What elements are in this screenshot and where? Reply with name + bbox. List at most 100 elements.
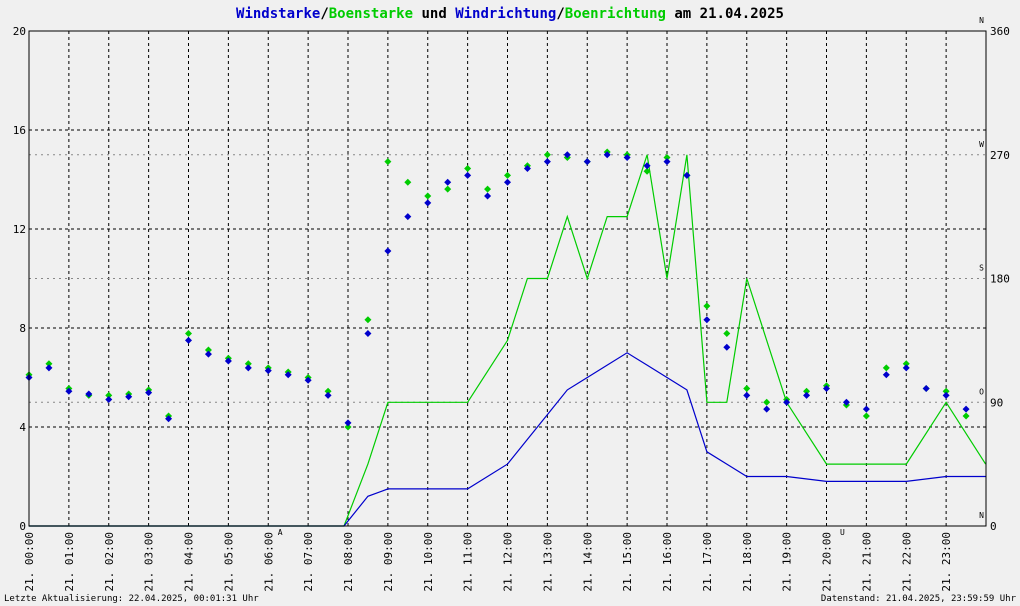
point-windrichtung [643, 162, 651, 170]
point-windrichtung [424, 199, 432, 207]
point-windrichtung [464, 171, 472, 179]
direction-letter: N [979, 511, 984, 520]
point-windrichtung [45, 364, 53, 372]
point-boenrichtung [803, 387, 811, 395]
point-windrichtung [823, 385, 830, 392]
title-part-2: Boenstarke [329, 6, 413, 22]
point-boenrichtung [902, 360, 910, 368]
point-boenrichtung [464, 165, 472, 172]
point-windrichtung [603, 151, 611, 159]
x-tick-label: 21. 09:00 [382, 532, 395, 592]
x-tick-label: 21. 08:00 [342, 532, 355, 592]
y-right-tick-label: 0 [990, 520, 997, 533]
point-windrichtung [962, 405, 970, 413]
point-boenrichtung [543, 151, 551, 159]
title-part-4: Windrichtung [455, 6, 556, 22]
point-boenrichtung [643, 167, 651, 175]
point-windrichtung [563, 151, 571, 159]
point-boenrichtung [942, 387, 950, 395]
point-windrichtung [105, 396, 113, 403]
point-windrichtung [902, 364, 910, 372]
point-boenrichtung [663, 154, 671, 161]
x-tick-label: 21. 00:00 [23, 532, 36, 592]
point-boenrichtung [45, 360, 53, 368]
point-boenrichtung [424, 192, 432, 200]
point-windrichtung [922, 385, 930, 392]
point-boenrichtung [723, 330, 731, 337]
x-tick-label: 21. 20:00 [821, 532, 834, 592]
point-boenrichtung [444, 185, 452, 193]
point-windrichtung [65, 387, 73, 395]
point-windrichtung [304, 376, 312, 384]
x-tick-label: 21. 22:00 [900, 532, 913, 592]
plot-frame [28, 30, 987, 527]
point-boenrichtung [763, 398, 771, 406]
x-tick-label: 21. 04:00 [183, 532, 196, 592]
point-windrichtung [125, 393, 133, 401]
direction-letter: O [979, 387, 984, 396]
x-tick-label: 21. 11:00 [462, 532, 475, 592]
point-windrichtung [882, 371, 890, 379]
y-left-tick-label: 20 [13, 25, 26, 38]
y-left-tick-label: 16 [13, 124, 26, 137]
point-windrichtung [444, 178, 452, 186]
point-windrichtung [683, 171, 691, 179]
point-boenrichtung [882, 364, 890, 372]
direction-letter: W [979, 140, 984, 149]
direction-letter: N [979, 16, 984, 25]
point-windrichtung [324, 391, 332, 399]
x-tick-label: 21. 21:00 [860, 532, 873, 592]
point-windrichtung [185, 336, 192, 344]
point-boenrichtung [743, 385, 751, 392]
y-right-tick-label: 270 [990, 149, 1010, 162]
point-windrichtung [484, 192, 492, 200]
point-boenrichtung [404, 178, 412, 186]
x-tick-label: 21. 23:00 [940, 532, 953, 592]
point-boenrichtung [484, 185, 492, 193]
point-windrichtung [244, 364, 252, 372]
title-part-7: am 21.04.2025 [666, 6, 784, 22]
point-windrichtung [803, 391, 811, 399]
title-part-6: Boenrichtung [565, 6, 666, 22]
point-windrichtung [364, 330, 372, 337]
point-windrichtung [583, 158, 591, 166]
point-windrichtung [384, 247, 392, 255]
point-boenrichtung [204, 346, 212, 354]
x-tick-label: 21. 13:00 [541, 532, 554, 592]
point-windrichtung [85, 390, 93, 398]
point-boenrichtung [384, 158, 392, 166]
x-tick-label: 21. 17:00 [701, 532, 714, 592]
point-boenrichtung [962, 412, 970, 420]
point-windrichtung [842, 398, 850, 406]
point-windrichtung [743, 391, 751, 399]
y-right-tick-label: 90 [990, 396, 1003, 409]
point-boenrichtung [364, 316, 372, 324]
point-windrichtung [224, 357, 232, 365]
point-windrichtung [763, 405, 771, 413]
point-boenrichtung [185, 330, 192, 337]
point-windrichtung [204, 350, 212, 358]
x-tick-label: 21. 19:00 [781, 532, 794, 592]
point-windrichtung [264, 367, 272, 375]
x-tick-label: 21. 05:00 [222, 532, 235, 592]
point-windrichtung [783, 398, 791, 406]
point-boenrichtung [105, 391, 113, 399]
x-tick-label: 21. 02:00 [103, 532, 116, 592]
y-left-tick-label: 0 [19, 520, 26, 533]
x-tick-label: 21. 16:00 [661, 532, 674, 592]
x-tick-label: 21. 06:00 [262, 532, 275, 592]
chart-title: Windstarke/Boenstarke und Windrichtung/B… [236, 6, 784, 22]
title-part-0: Windstarke [236, 6, 320, 22]
footer-data-status: Datenstand: 21.04.2025, 23:59:59 Uhr [821, 594, 1017, 604]
x-tick-label: 21. 12:00 [502, 532, 515, 592]
direction-letter: S [979, 264, 984, 273]
point-boenrichtung [862, 412, 870, 420]
point-windrichtung [523, 165, 531, 172]
series-windrichtung [25, 151, 970, 427]
point-windrichtung [723, 343, 731, 351]
y-left-tick-label: 8 [19, 322, 26, 335]
point-boenrichtung [344, 423, 352, 431]
x-tick-label: 21. 10:00 [422, 532, 435, 592]
